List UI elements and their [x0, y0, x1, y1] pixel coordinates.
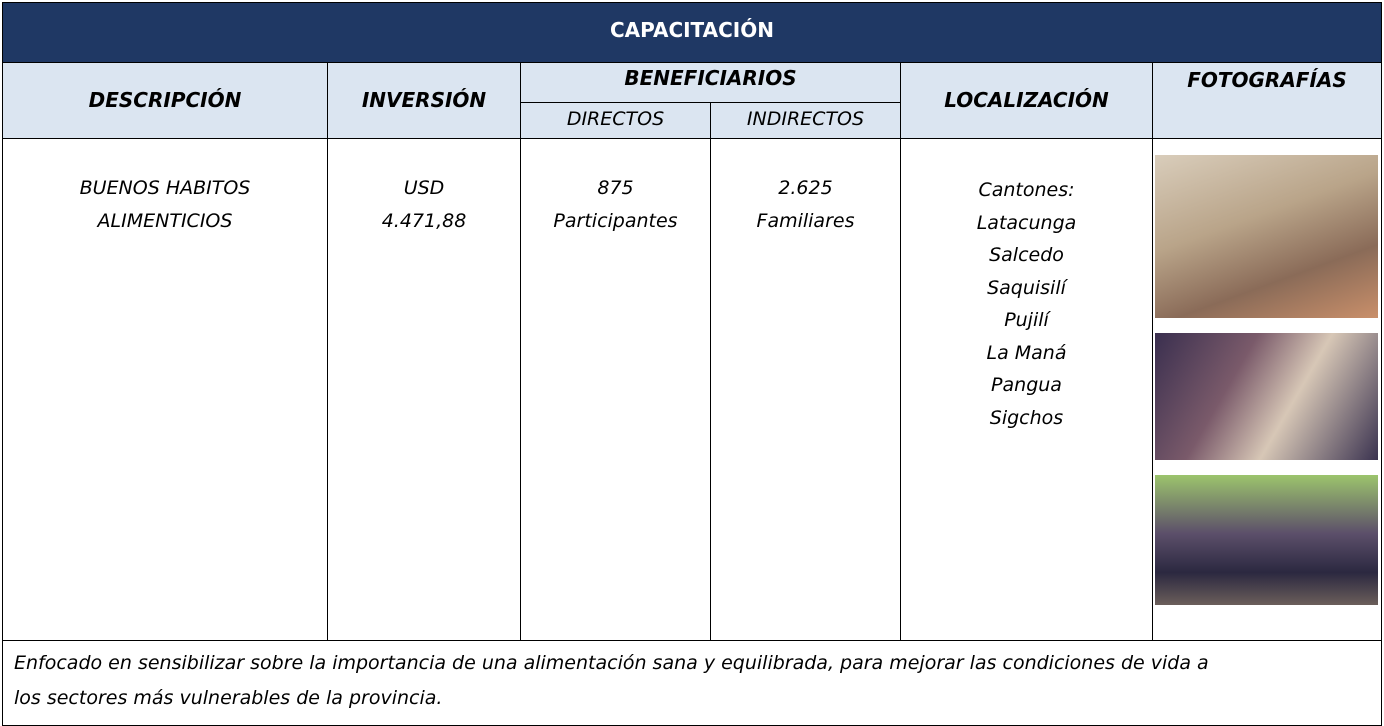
text-line: Familiares [756, 209, 855, 232]
column-header: BENEFICIARIOS [624, 66, 797, 90]
text-line: los sectores más vulnerables de la provi… [14, 687, 443, 709]
text-line: La Maná [986, 341, 1067, 364]
header-cell [1152, 62, 1382, 139]
indirect-beneficiaries: 2.625 Familiares [710, 172, 901, 237]
title: CAPACITACIÓN [609, 18, 774, 42]
text-line: USD [403, 177, 445, 199]
text-line: Pujilí [1004, 309, 1049, 331]
column-header: LOCALIZACIÓN [944, 88, 1109, 112]
header-cell [2, 62, 328, 139]
text-line: Participantes [553, 209, 678, 232]
sub-header: DIRECTOS [566, 108, 665, 130]
text-line: Pangua [991, 374, 1062, 396]
text-line: ALIMENTICIOS [97, 209, 233, 232]
photo [1155, 475, 1378, 605]
text-line: Latacunga [976, 211, 1077, 234]
text-line: 875 [597, 177, 634, 199]
text-line: Sigchos [989, 406, 1064, 429]
direct-beneficiaries: 875 Participantes [520, 172, 711, 237]
text-line: Saquisilí [987, 276, 1066, 299]
text-line: 4.471,88 [381, 209, 467, 232]
text-line: Salcedo [989, 244, 1064, 266]
text-line: Cantones: [978, 179, 1075, 201]
text-line: Enfocado en sensibilizar sobre la import… [14, 652, 1209, 674]
description: BUENOS HABITOS ALIMENTICIOS [2, 172, 328, 237]
column-header: DESCRIPCIÓN [88, 88, 242, 112]
photo [1155, 333, 1378, 460]
photo [1155, 155, 1378, 318]
location: Cantones: Latacunga Salcedo Saquisilí Pujilí… [900, 174, 1153, 434]
sub-header: INDIRECTOS [746, 108, 865, 130]
header-cell [520, 62, 901, 103]
footer: Enfocado en sensibilizar sobre la import… [14, 646, 1374, 716]
text-line: BUENOS HABITOS [79, 177, 251, 199]
investment: USD 4.471,88 [327, 172, 521, 237]
column-header: FOTOGRAFÍAS [1187, 68, 1347, 92]
text-line: 2.625 [778, 177, 833, 199]
title-bar [2, 2, 1382, 63]
header-cell [710, 102, 901, 139]
column-header: INVERSIÓN [361, 88, 487, 112]
header-cell [900, 62, 1153, 139]
